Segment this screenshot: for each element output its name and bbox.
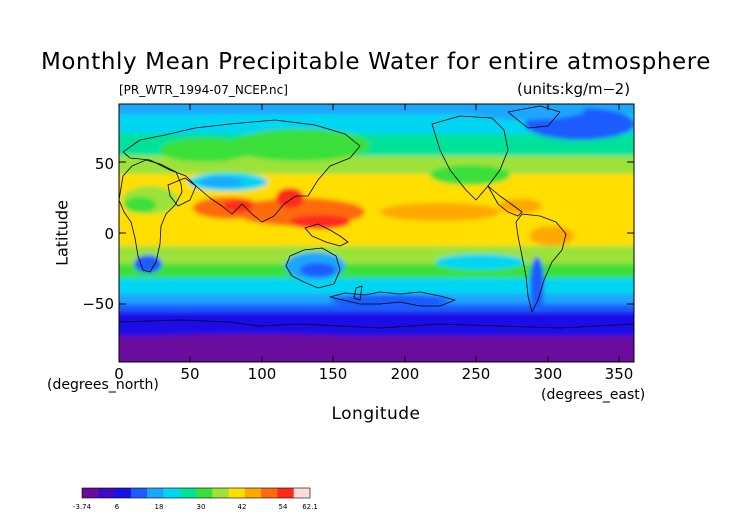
colorbar-swatch	[272, 488, 278, 498]
colorbar-swatch	[261, 488, 267, 498]
colorbar-swatch	[103, 488, 110, 498]
colorbar-swatch	[98, 488, 105, 498]
x-tick-label: 50	[180, 365, 200, 383]
colorbar-tick-label: -3.74	[72, 503, 92, 511]
colorbar	[82, 488, 311, 498]
colorbar-swatch	[196, 488, 202, 498]
colorbar-swatch	[87, 488, 94, 498]
colorbar-swatch	[136, 488, 143, 498]
colorbar-swatch	[217, 488, 224, 498]
units-label: (units:kg/m 2)	[517, 80, 631, 98]
colorbar-tick-label: 54	[278, 503, 288, 511]
colorbar-swatch	[152, 488, 159, 498]
chart-title: Monthly Mean Precipitable Water for enti…	[40, 49, 712, 75]
colorbar-swatch	[223, 488, 229, 498]
colorbar-tick-label: 62.1	[302, 503, 318, 511]
map-field	[119, 104, 634, 362]
colorbar-swatch	[120, 488, 126, 498]
colorbar-swatch	[288, 488, 295, 498]
colorbar-swatch	[206, 488, 213, 498]
colorbar-swatch	[255, 488, 262, 498]
colorbar-swatch	[168, 488, 175, 498]
y-tick-label: 0	[104, 225, 114, 243]
colorbar-swatch	[266, 488, 273, 498]
y-tick-label: 50	[94, 155, 114, 173]
colorbar-swatch	[190, 488, 197, 498]
colorbar-swatch	[277, 488, 284, 498]
colorbar-swatch	[304, 488, 311, 498]
colorbar-swatch	[114, 488, 121, 498]
colorbar-swatch	[109, 488, 115, 498]
x-axis-label: Longitude	[331, 404, 421, 424]
source-filename: [PR_WTR_1994-07_NCEP.nc]	[119, 83, 288, 97]
y-axis-unit-note: (degrees_north)	[47, 377, 159, 393]
colorbar-swatch	[141, 488, 148, 498]
coastlines	[119, 105, 634, 329]
colorbar-frame	[81, 487, 311, 499]
colorbar-swatch	[82, 488, 88, 498]
colorbar-swatch	[299, 488, 305, 498]
colorbar-swatch	[185, 488, 191, 498]
colorbar-swatch	[125, 488, 132, 498]
colorbar-tick-label: 42	[237, 503, 247, 511]
x-tick-label: 200	[390, 365, 420, 383]
colorbar-swatch	[282, 488, 289, 498]
colorbar-tick-label: 30	[196, 503, 206, 511]
x-axis-unit-note: (degrees_east)	[541, 387, 646, 403]
x-tick-label: 350	[604, 365, 634, 383]
colorbar-swatch	[130, 488, 137, 498]
x-tick-label: 300	[533, 365, 563, 383]
colorbar-swatch	[158, 488, 164, 498]
colorbar-swatch	[228, 488, 235, 498]
colorbar-swatch	[234, 488, 240, 498]
x-tick-label: 100	[247, 365, 277, 383]
colorbar-swatch	[174, 488, 181, 498]
colorbar-swatch	[293, 488, 300, 498]
colorbar-swatch	[212, 488, 219, 498]
colorbar-swatch	[179, 488, 186, 498]
y-tick-label: −50	[82, 295, 114, 313]
colorbar-swatch	[250, 488, 257, 498]
colorbar-swatch	[244, 488, 251, 498]
x-tick-label: 250	[461, 365, 491, 383]
colorbar-swatch	[163, 488, 170, 498]
x-tick-label: 150	[318, 365, 348, 383]
colorbar-swatch	[201, 488, 208, 498]
x-tick-label: 0	[114, 365, 124, 383]
axis-ticks	[119, 104, 634, 362]
colorbar-tick-label: 6	[114, 503, 120, 511]
colorbar-tick-label: 18	[154, 503, 164, 511]
colorbar-swatch	[239, 488, 246, 498]
colorbar-swatch	[92, 488, 99, 498]
colorbar-swatch	[147, 488, 153, 498]
